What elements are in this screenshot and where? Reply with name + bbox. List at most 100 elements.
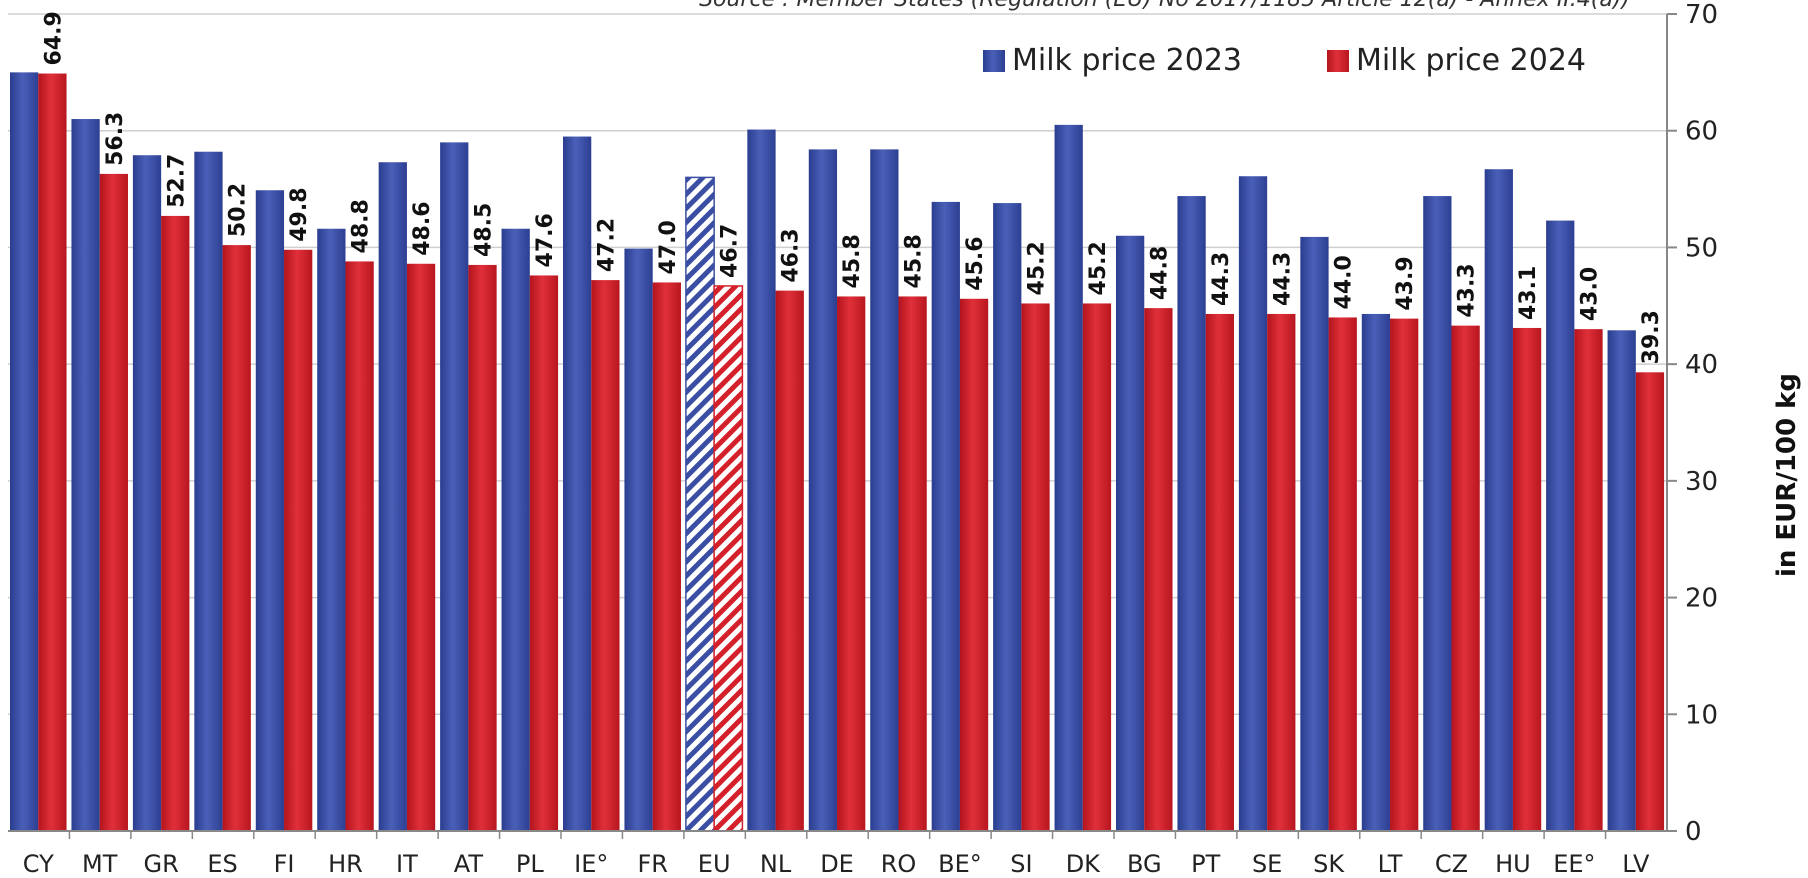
data-label-2024: 45.8	[902, 234, 927, 288]
bar-2023-HR	[317, 228, 346, 832]
category-label: IT	[396, 850, 418, 878]
bar-2023-AT	[440, 142, 469, 831]
bar-2023-IT	[378, 162, 407, 831]
bar-2024-FI	[284, 249, 313, 831]
legend-label-2024: Milk price 2024	[1356, 43, 1586, 78]
y-axis-ticks-group: 0 10 20 30 40 50 60 70	[1667, 0, 1718, 847]
category-label: AT	[454, 850, 484, 878]
y-tick-label: 50	[1685, 233, 1718, 263]
data-label-2024: 39.3	[1639, 310, 1664, 364]
legend-swatch-2023	[983, 50, 1005, 72]
category-labels-group: CY MT GR ES FI HR IT AT PL IE° FR EU NL DE RO BE° SI DK BG…	[23, 831, 1650, 878]
chart-source: Source : Member States (Regulation (EU) …	[699, 0, 1630, 12]
data-label-2024: 45.8	[840, 234, 865, 288]
bar-2023-FI	[255, 190, 285, 831]
data-label-2024: 46.7	[717, 224, 742, 278]
bar-2023-MT	[71, 119, 100, 832]
data-label-2024: 45.2	[1025, 241, 1050, 295]
data-label-2024: 44.8	[1147, 246, 1172, 300]
category-label: GR	[144, 850, 179, 878]
legend: Milk price 2023 Milk price 2024	[983, 43, 1586, 78]
category-label: EE°	[1553, 850, 1595, 878]
data-label-2024: 46.3	[779, 228, 804, 282]
bar-2023-NL	[747, 129, 776, 832]
bar-2024-EU	[713, 285, 744, 832]
data-label-2024: 50.2	[226, 183, 251, 237]
bar-2023-FR	[624, 248, 653, 832]
bar-2023-EE	[1546, 220, 1575, 831]
bar-2023-HU	[1484, 169, 1513, 832]
bar-2024-MT	[99, 173, 128, 832]
category-label: LV	[1622, 850, 1650, 878]
data-label-2024: 49.8	[287, 187, 312, 241]
category-label: MT	[82, 850, 118, 878]
bar-2024-SK	[1328, 317, 1357, 831]
category-label: FR	[637, 850, 667, 878]
data-label-2024: 56.3	[103, 112, 128, 166]
data-label-2024: 47.2	[594, 218, 619, 272]
data-label-2024: 43.0	[1578, 267, 1603, 321]
bar-2024-HU	[1512, 327, 1542, 831]
category-label: IE°	[574, 850, 608, 878]
category-label: FI	[274, 850, 295, 878]
bar-2024-CY	[38, 73, 67, 831]
bar-2023-GR	[132, 155, 162, 831]
category-label: DE	[820, 850, 854, 878]
bar-2024-BG	[1144, 308, 1173, 831]
data-label-2024: 48.5	[472, 203, 497, 257]
y-tick-label: 0	[1685, 817, 1702, 847]
bar-2024-ES	[222, 245, 251, 831]
y-tick-label: 30	[1685, 467, 1718, 497]
bar-2024-DK	[1082, 303, 1112, 831]
bar-2024-IT	[406, 263, 436, 832]
bar-2023-PT	[1177, 196, 1206, 831]
bar-2023-CY	[10, 72, 39, 832]
bar-2024-NL	[775, 290, 804, 831]
data-label-2024: 44.3	[1270, 252, 1295, 306]
bar-2023-CZ	[1423, 196, 1452, 831]
data-label-2024: 47.0	[656, 220, 681, 274]
data-label-2024: 43.9	[1393, 256, 1418, 310]
category-label: BE°	[938, 850, 982, 878]
bar-2023-EU	[685, 176, 715, 832]
category-label: HU	[1495, 850, 1531, 878]
bar-2023-IE	[563, 136, 592, 832]
category-label: SE	[1252, 850, 1282, 878]
y-tick-label: 10	[1685, 700, 1718, 730]
legend-label-2023: Milk price 2023	[1012, 43, 1242, 78]
category-label: EU	[698, 850, 731, 878]
bar-2024-LV	[1635, 372, 1665, 831]
bar-2023-SI	[993, 203, 1022, 831]
bar-2023-ES	[194, 151, 223, 832]
bar-2024-AT	[468, 264, 497, 832]
category-label: CZ	[1435, 850, 1468, 878]
data-label-2024: 45.6	[963, 237, 988, 291]
bar-2024-RO	[898, 296, 927, 831]
data-label-2024: 44.0	[1332, 255, 1357, 309]
data-label-2024: 45.2	[1086, 241, 1111, 295]
bar-2023-LT	[1361, 313, 1391, 832]
y-tick-label: 40	[1685, 350, 1718, 380]
bar-2023-DK	[1054, 124, 1083, 832]
data-label-2024: 48.8	[349, 199, 374, 253]
bar-2024-PT	[1205, 313, 1234, 832]
bar-2024-GR	[161, 215, 190, 831]
bar-2024-DE	[837, 296, 866, 831]
y-axis-title: in EUR/100 kg	[1772, 373, 1802, 577]
category-label: RO	[881, 850, 917, 878]
bar-2023-BE	[931, 201, 960, 831]
category-label: ES	[207, 850, 237, 878]
bar-2024-FR	[652, 282, 681, 831]
data-label-2024: 64.9	[41, 11, 66, 65]
category-label: SK	[1313, 850, 1345, 878]
legend-swatch-2024	[1327, 50, 1349, 72]
bar-2023-DE	[808, 149, 838, 832]
bar-2023-PL	[501, 228, 530, 832]
data-labels-group: 64.9 56.3 52.7 50.2 49.8 48.8 48.6 48.5 47.6 47.2…	[41, 11, 1664, 364]
data-label-2024: 47.6	[533, 213, 558, 267]
category-label: SI	[1010, 850, 1032, 878]
data-label-2024: 48.6	[410, 201, 435, 255]
bar-2024-EE	[1574, 329, 1603, 831]
category-label: CY	[23, 850, 54, 878]
